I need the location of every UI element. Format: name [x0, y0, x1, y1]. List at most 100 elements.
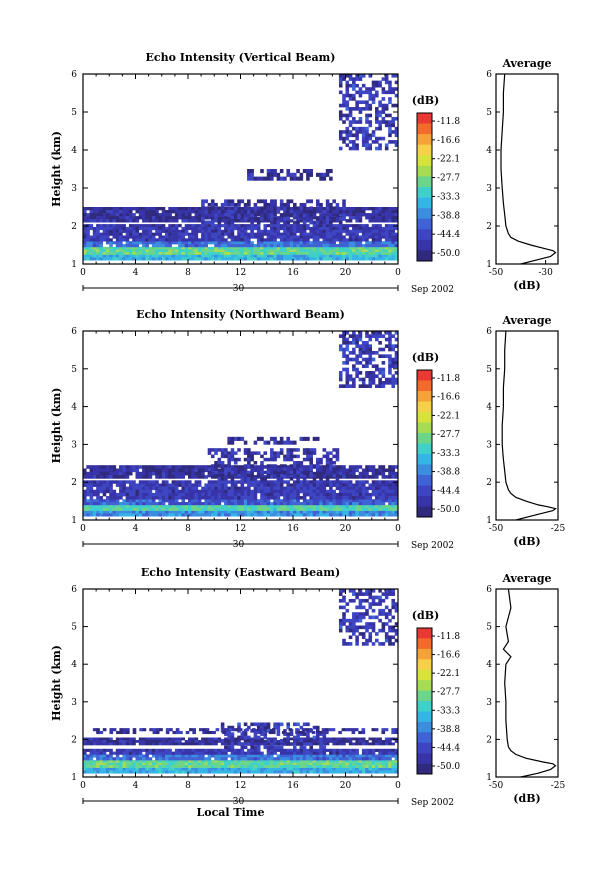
heatmap-cell: [86, 235, 90, 239]
heatmap-cell: [220, 477, 225, 481]
heatmap-cell: [214, 217, 218, 221]
heatmap-cell: [365, 760, 369, 763]
heatmap-cell: [325, 210, 330, 214]
heatmap-cell: [384, 354, 389, 358]
heatmap-cell: [384, 377, 389, 382]
heatmap-cell: [352, 254, 356, 258]
heatmap-cell: [384, 80, 389, 85]
heatmap-cell: [391, 254, 396, 258]
heatmap-cell: [188, 226, 192, 231]
heatmap-cell: [178, 257, 182, 261]
heatmap-cell: [381, 489, 386, 494]
heatmap-cell: [243, 464, 248, 468]
heatmap-cell: [145, 483, 149, 487]
heatmap-cell: [315, 496, 320, 500]
colorbar-tick-label: -33.3: [437, 449, 460, 459]
heatmap-cell: [260, 176, 264, 181]
heatmap-cell: [204, 507, 208, 511]
heatmap-cell: [270, 436, 274, 441]
heatmap-cell: [224, 502, 228, 506]
heatmap-cell: [371, 499, 376, 503]
heatmap-cell: [250, 767, 254, 771]
heatmap-cell: [201, 235, 205, 239]
heatmap-cell: [332, 762, 336, 766]
heatmap-cell: [138, 475, 143, 479]
heatmap-cell: [338, 103, 343, 108]
colorbar-tick-label: -44.4: [437, 230, 460, 240]
heatmap-cell: [161, 486, 166, 491]
heatmap-cell: [96, 241, 100, 245]
avg-y-tick-label: 3: [486, 184, 492, 194]
heatmap-cell: [237, 507, 241, 511]
heatmap-cell: [309, 496, 313, 500]
heatmap-cell: [266, 206, 271, 211]
heatmap-cell: [384, 235, 389, 239]
heatmap-cell: [325, 451, 330, 455]
heatmap-cell: [329, 216, 333, 220]
heatmap-cell: [135, 224, 140, 228]
heatmap-cell: [243, 757, 248, 761]
heatmap-cell: [296, 169, 300, 174]
heatmap-cell: [296, 216, 300, 220]
heatmap-cell: [210, 510, 215, 514]
heatmap-cell: [352, 244, 356, 248]
heatmap-cell: [128, 465, 133, 469]
heatmap-cell: [391, 468, 396, 473]
heatmap-cell: [119, 219, 123, 223]
heatmap-cell: [86, 249, 90, 253]
heatmap-cell: [86, 219, 90, 223]
heatmap-cell: [240, 483, 245, 487]
heatmap-cell: [312, 257, 317, 261]
heatmap-cell: [204, 504, 208, 509]
heatmap-cell: [112, 510, 117, 514]
heatmap-cell: [168, 767, 172, 771]
heatmap-cell: [171, 251, 176, 255]
heatmap-cell: [158, 757, 163, 761]
heatmap-cell: [286, 767, 291, 771]
heatmap-cell: [214, 748, 218, 752]
heatmap-cell: [171, 238, 176, 242]
heatmap-cell: [161, 465, 166, 469]
heatmap-cell: [214, 451, 218, 455]
heatmap-cell: [174, 502, 179, 506]
heatmap-cell: [161, 235, 166, 239]
colorbar-swatch: [417, 113, 432, 124]
heatmap-cell: [381, 381, 386, 385]
heatmap-cell: [125, 504, 130, 509]
heatmap-cell: [233, 507, 238, 511]
heatmap-cell: [145, 748, 149, 752]
heatmap-cell: [365, 246, 369, 250]
heatmap-cell: [322, 492, 327, 497]
heatmap-cell: [312, 246, 317, 250]
heatmap-cell: [329, 767, 333, 771]
heatmap-cell: [240, 436, 245, 441]
heatmap-cell: [184, 748, 189, 752]
heatmap-cell: [365, 90, 369, 95]
y-tick-label: 5: [71, 365, 77, 375]
heatmap-cell: [342, 748, 346, 752]
heatmap-cell: [381, 232, 386, 236]
heatmap-cell: [368, 499, 373, 503]
heatmap-cell: [302, 486, 307, 491]
heatmap-cell: [227, 499, 231, 503]
heatmap-cell: [138, 748, 143, 752]
heatmap-cell: [365, 357, 369, 362]
heatmap-cell: [247, 489, 251, 494]
heatmap-cell: [115, 513, 120, 517]
heatmap-cell: [319, 483, 323, 487]
heatmap-cell: [299, 206, 304, 211]
heatmap-cell: [158, 760, 163, 763]
heatmap-cell: [260, 217, 264, 221]
heatmap-cell: [214, 251, 218, 255]
heatmap-cell: [384, 246, 389, 250]
heatmap-cell: [151, 246, 156, 250]
heatmap-cell: [315, 473, 320, 478]
heatmap-cell: [122, 483, 126, 487]
heatmap-cell: [201, 220, 205, 225]
heatmap-cell: [128, 510, 133, 514]
heatmap-cell: [204, 757, 208, 761]
heatmap-cell: [283, 470, 287, 475]
heatmap-cell: [273, 257, 277, 261]
heatmap-cell: [270, 767, 274, 771]
heatmap-cell: [348, 140, 353, 144]
